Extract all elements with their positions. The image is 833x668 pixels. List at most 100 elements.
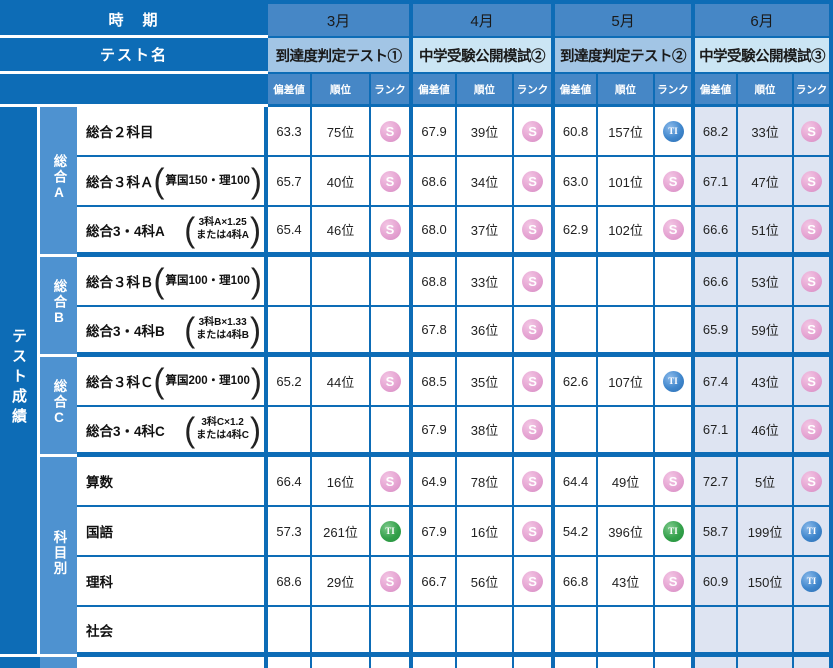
rank-badge-ti-green: TI <box>379 520 401 542</box>
rank-cell: 34位 <box>457 157 515 207</box>
test-name-cell: 到達度判定テスト① <box>268 38 414 74</box>
row-label: 社会 <box>86 623 113 639</box>
grade-cell <box>655 407 696 457</box>
rank-cell: 39位 <box>457 107 515 157</box>
row-label: 総合３科Ｂ <box>86 275 154 290</box>
rank-cell: 16位 <box>457 507 515 557</box>
row-label-cell: 総合3・4科B (3科B×1.33 または4科B) <box>77 307 269 357</box>
row-label-cell: 総合２科目 <box>77 107 269 157</box>
grade-cell: S <box>655 157 696 207</box>
period-row: 時 期 3月 4月 5月 6月 <box>0 4 833 38</box>
grade-cell: TI <box>655 357 696 407</box>
grade-cell: S <box>514 507 556 557</box>
deviation-cell <box>555 407 599 457</box>
rank-badge-s: S <box>801 419 823 440</box>
grade-cell: S <box>655 207 696 257</box>
paren-open: ( <box>153 361 165 401</box>
metric-row-spacer <box>0 74 269 107</box>
row-label: 総合3・4科A <box>86 223 165 239</box>
rank-cell: 29位 <box>312 557 372 607</box>
rank-cell: 49位 <box>598 457 656 507</box>
grade-cell <box>794 607 833 657</box>
note-line: 算国100・理100 <box>165 274 250 287</box>
deviation-cell: 54.2 <box>555 507 599 557</box>
table-row: 社会 <box>0 607 833 657</box>
grade-cell <box>371 407 414 457</box>
grade-cell <box>655 607 696 657</box>
rank-badge-s: S <box>522 170 544 192</box>
rank-cell: 59位 <box>738 307 795 357</box>
rank-badge-ti-blue: TI <box>662 370 684 392</box>
row-note-lines: 3科A×1.25 または4科A <box>195 217 250 242</box>
grade-cell: S <box>371 157 414 207</box>
paren-open: ( <box>184 209 196 249</box>
note-line: または4科B <box>196 329 250 341</box>
row-label: 総合２科目 <box>86 125 154 140</box>
sliver-cell <box>794 657 833 668</box>
rank-cell: 47位 <box>738 157 795 207</box>
grade-cell <box>655 307 696 357</box>
deviation-cell: 68.0 <box>413 207 458 257</box>
note-line: 3科A×1.25 <box>198 217 247 228</box>
row-label-cell: 総合３科Ａ(算国150・理100) <box>77 157 269 207</box>
deviation-header: 偏差値 <box>413 74 458 107</box>
paren-close: ) <box>250 161 262 201</box>
rank-cell <box>598 257 656 307</box>
grade-cell: TI <box>655 507 696 557</box>
sliver-cell <box>555 657 599 668</box>
group-label: 総合B <box>40 257 77 357</box>
row-note: (3科A×1.25 または4科A) <box>184 209 261 249</box>
test-name-row: テスト名 到達度判定テスト① 中学受験公開模試② 到達度判定テスト② 中学受験公開模試… <box>0 38 833 74</box>
grade-cell: S <box>794 307 833 357</box>
note-line: 算国200・理100 <box>165 374 250 387</box>
deviation-cell <box>555 607 599 657</box>
deviation-cell: 63.3 <box>268 107 313 157</box>
rank-badge-s: S <box>522 419 544 440</box>
month-header: 5月 <box>555 4 696 38</box>
deviation-cell <box>268 257 313 307</box>
group-label-text: 総合A <box>51 154 67 202</box>
table-row: 理科 68.6 29位 S 66.7 56位 S 66.8 43位 S 60.9 150位 TI <box>0 557 833 607</box>
rank-badge-s: S <box>801 370 823 392</box>
test-name-cell: 中学受験公開模試② <box>413 38 556 74</box>
deviation-cell: 57.3 <box>268 507 313 557</box>
group-label: 科目別 <box>40 457 77 657</box>
row-label-cell: 総合3・4科C (3科C×1.2 または4科C) <box>77 407 269 457</box>
grade-header: ランク <box>514 74 556 107</box>
rank-badge-s: S <box>801 470 823 492</box>
grade-cell: S <box>371 107 414 157</box>
rank-badge-ti-blue: TI <box>662 120 684 142</box>
rank-cell: 44位 <box>312 357 372 407</box>
rank-cell: 107位 <box>598 357 656 407</box>
deviation-cell: 67.9 <box>413 507 458 557</box>
rank-cell: 36位 <box>457 307 515 357</box>
group-label-text: 科目別 <box>51 529 67 577</box>
row-label-cell: 総合３科Ｂ(算国100・理100) <box>77 257 269 307</box>
note-line: または4科A <box>196 229 250 241</box>
grade-cell: S <box>794 357 833 407</box>
rank-cell: 37位 <box>457 207 515 257</box>
row-label: 国語 <box>86 525 113 540</box>
rank-header: 順位 <box>312 74 372 107</box>
month-header: 4月 <box>413 4 556 38</box>
row-note-lines: 算国100・理100 <box>165 274 251 288</box>
row-note: (算国200・理100) <box>153 361 262 401</box>
rank-cell: 56位 <box>457 557 515 607</box>
paren-open: ( <box>153 261 165 301</box>
deviation-cell: 65.7 <box>268 157 313 207</box>
row-note-lines: 算国150・理100 <box>165 174 251 188</box>
rank-cell: 199位 <box>738 507 795 557</box>
rank-badge-s: S <box>522 470 544 492</box>
paren-close: ) <box>250 361 262 401</box>
rank-badge-ti-blue: TI <box>801 520 823 542</box>
deviation-cell <box>268 307 313 357</box>
row-label: 理科 <box>86 575 113 590</box>
rank-header: 順位 <box>598 74 656 107</box>
rank-badge-s: S <box>522 370 544 392</box>
paren-open: ( <box>153 161 165 201</box>
grade-cell: S <box>655 557 696 607</box>
rank-badge-s: S <box>379 570 401 592</box>
deviation-cell: 67.1 <box>695 157 739 207</box>
metric-row: 偏差値 順位 ランク 偏差値 順位 ランク 偏差値 順位 ランク 偏差値 順位 ランク <box>0 74 833 107</box>
